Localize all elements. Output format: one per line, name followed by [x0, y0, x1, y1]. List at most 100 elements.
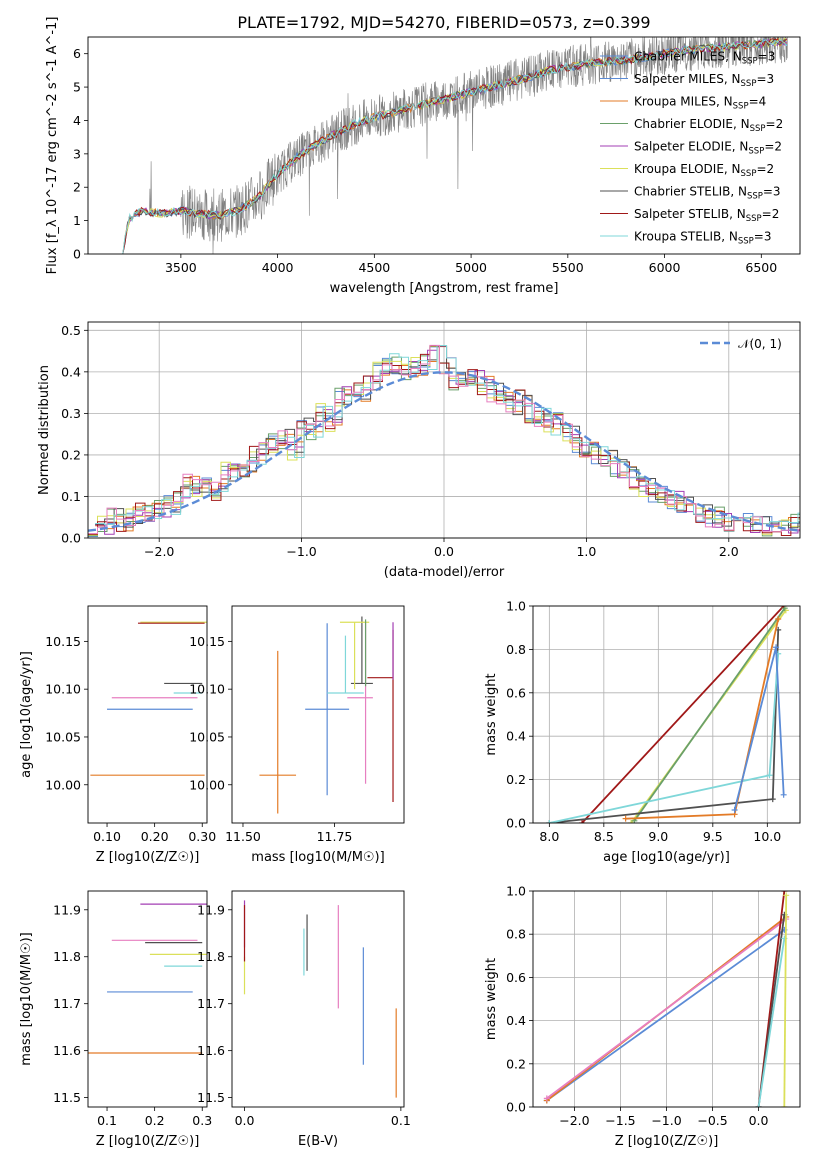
plot-area — [543, 891, 790, 1107]
error-point-0 — [259, 650, 297, 814]
weight-line-4 — [549, 653, 780, 823]
y-tick-label: 0.8 — [506, 927, 526, 942]
x-tick-label: 11.50 — [225, 829, 261, 844]
weight-line-3 — [549, 629, 780, 823]
x-tick-label: 0.0 — [749, 1113, 769, 1128]
y-tick-label: 10.05 — [45, 729, 81, 744]
legend-label: Kroupa STELIB, NSSP=3 — [634, 230, 772, 247]
plot-area — [90, 621, 207, 776]
weight-marker — [628, 820, 635, 823]
x-tick-label: 2.0 — [719, 544, 739, 559]
histogram-7 — [95, 345, 800, 525]
plot-area — [88, 344, 800, 537]
legend-label: Kroupa ELODIE, NSSP=2 — [634, 162, 774, 179]
y-axis-label: mass weight — [484, 958, 499, 1040]
panel-6: 0.1 0.2 0.3 11.5 11.6 11.7 11.8 11.9 Z [log10(Z/… — [19, 890, 212, 1149]
weight-line-0 — [581, 606, 785, 823]
y-tick-label: 3 — [73, 146, 81, 161]
y-tick-label: 0.6 — [506, 970, 526, 985]
x-tick-label: 0.2 — [145, 1113, 165, 1128]
x-tick-label: 9.0 — [648, 829, 668, 844]
x-tick-label: 0.20 — [141, 829, 169, 844]
weight-marker — [781, 1104, 788, 1107]
x-tick-label: 10.0 — [753, 829, 781, 844]
y-tick-label: 10.15 — [189, 634, 225, 649]
x-tick-label: 8.0 — [539, 829, 559, 844]
model-line-8 — [122, 38, 788, 254]
plots-layer: 3500 4000 4500 5000 5500 6000 6500 0 1 2 3 4 5 6 wavel… — [19, 17, 801, 1149]
legend-label: Salpeter STELIB, NSSP=2 — [634, 207, 779, 224]
y-tick-label: 1.0 — [506, 884, 526, 899]
y-tick-label: 11.8 — [53, 949, 81, 964]
panel-3: 0.10 0.20 0.30 10.00 10.05 10.10 10.15 Z [log10… — [19, 605, 216, 865]
model-line-6 — [122, 37, 787, 254]
y-tick-label: 10.10 — [45, 682, 81, 697]
y-tick-label: 5 — [73, 80, 81, 95]
legend-label: 𝒩(0, 1) — [738, 337, 782, 351]
x-tick-label: 5000 — [455, 260, 487, 275]
x-tick-label: −0.5 — [697, 1113, 727, 1128]
error-point-2 — [347, 621, 373, 784]
x-tick-label: 0.3 — [192, 1113, 212, 1128]
y-tick-label: 0.4 — [506, 1013, 526, 1028]
weight-marker — [766, 772, 773, 779]
weight-marker — [780, 791, 787, 798]
y-tick-label: 11.5 — [53, 1090, 81, 1105]
y-tick-label: 0 — [73, 247, 81, 262]
y-tick-label: 10.00 — [189, 777, 225, 792]
y-tick-label: 10.10 — [189, 682, 225, 697]
y-tick-label: 10.05 — [189, 729, 225, 744]
histogram-6 — [88, 345, 800, 537]
model-line-7 — [122, 38, 788, 254]
weight-marker — [775, 616, 782, 623]
x-tick-label: 1.0 — [576, 544, 596, 559]
y-axis-label: mass weight — [484, 673, 499, 755]
y-tick-label: 0.0 — [61, 531, 81, 546]
x-tick-label: 8.5 — [594, 829, 614, 844]
y-tick-label: 0.4 — [61, 364, 81, 379]
legend-label: Salpeter MILES, NSSP=3 — [634, 72, 774, 89]
x-axis-label: Z [log10(Z/Z☉)] — [96, 850, 200, 865]
weight-marker — [622, 815, 629, 822]
panel-5: 8.0 8.5 9.0 9.5 10.0 0.0 0.2 0.4 0.6 0.8 1.0 age [l… — [484, 599, 801, 865]
x-tick-label: −1.0 — [651, 1113, 681, 1128]
x-axis-label: (data-model)/error — [384, 565, 505, 580]
panel-1: 3500 4000 4500 5000 5500 6000 6500 0 1 2 3 4 5 6 wavel… — [45, 17, 801, 296]
weight-marker — [769, 796, 776, 803]
legend-label: Chabrier MILES, NSSP=3 — [634, 50, 775, 67]
weight-line-2 — [633, 607, 786, 822]
y-tick-label: 0.2 — [61, 447, 81, 462]
x-axis-label: wavelength [Angstrom, rest frame] — [330, 281, 559, 296]
weight-marker — [781, 891, 788, 894]
weight-line-2 — [546, 918, 787, 1100]
y-tick-label: 11.9 — [53, 902, 81, 917]
y-tick-label: 0.8 — [506, 642, 526, 657]
y-tick-label: 10.00 — [45, 777, 81, 792]
panel-2: −2.0 −1.0 0.0 1.0 2.0 0.0 0.1 0.2 0.3 0.4 0.5 (data… — [37, 321, 801, 580]
panel-8: −2.0 −1.5 −1.0 −0.5 0.0 0.0 0.2 0.4 0.6 0.8 1.0 Z [… — [484, 884, 801, 1149]
plot-area — [122, 37, 788, 254]
x-axis-label: mass [log10(M/M☉)] — [251, 850, 384, 865]
y-tick-label: 10.15 — [45, 634, 81, 649]
figure-title: PLATE=1792, MJD=54270, FIBERID=0573, z=0… — [237, 13, 650, 32]
error-point-1 — [305, 623, 350, 796]
x-tick-label: 0.10 — [93, 829, 121, 844]
y-tick-label: 11.9 — [197, 902, 225, 917]
weight-marker — [783, 892, 790, 899]
y-tick-label: 4 — [73, 113, 81, 128]
x-tick-label: 6500 — [745, 260, 777, 275]
x-tick-label: 6000 — [649, 260, 681, 275]
histogram-1 — [95, 346, 800, 532]
weight-marker — [543, 1095, 550, 1102]
x-tick-label: −1.5 — [605, 1113, 635, 1128]
y-tick-label: 2 — [73, 180, 81, 195]
x-tick-label: 4000 — [262, 260, 294, 275]
axes-frame — [231, 605, 405, 824]
normal-curve — [88, 371, 800, 532]
x-tick-label: 4500 — [358, 260, 390, 275]
y-tick-label: 0.1 — [61, 489, 81, 504]
axes-frame — [532, 605, 801, 824]
y-axis-label: Flux [f_λ 10^-17 erg cm^-2 s^-1 A^-1] — [45, 17, 60, 275]
axes-frame — [87, 36, 801, 255]
